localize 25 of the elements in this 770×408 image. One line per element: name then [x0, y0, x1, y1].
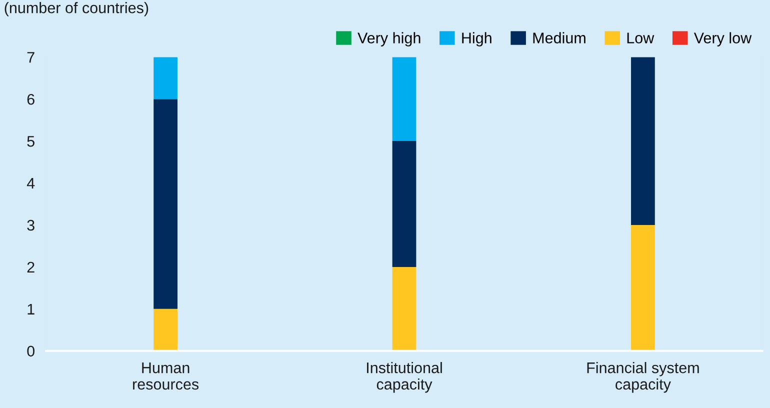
legend-label: High [462, 32, 492, 46]
bar [154, 57, 178, 100]
y-tick-label: 3 [27, 220, 34, 231]
y-tick-label: 2 [27, 262, 34, 272]
y-tick-label: 5 [27, 136, 34, 147]
x-tick-label: Institutional capacity [367, 362, 442, 393]
bar [392, 57, 416, 142]
x-tick-label: Financial system capacity [587, 362, 699, 393]
bar [631, 57, 655, 225]
legend-label: Very low [694, 32, 752, 46]
legend-label: Medium [533, 32, 586, 44]
y-tick-label: 0 [27, 346, 34, 357]
chart-subtitle: (number of countries) [4, 2, 148, 16]
legend-label: Very high [358, 32, 420, 46]
bar [631, 224, 655, 351]
y-tick-label: 1 [28, 304, 34, 314]
legend-label: Low [627, 32, 654, 44]
bar [392, 141, 416, 267]
bar [154, 99, 178, 309]
x-tick-label: Human resources [133, 362, 199, 390]
y-tick-label: 6 [27, 94, 34, 105]
y-tick-label: 4 [26, 178, 35, 189]
bar [154, 308, 178, 351]
bar [392, 266, 416, 351]
y-tick-label: 7 [27, 52, 34, 63]
